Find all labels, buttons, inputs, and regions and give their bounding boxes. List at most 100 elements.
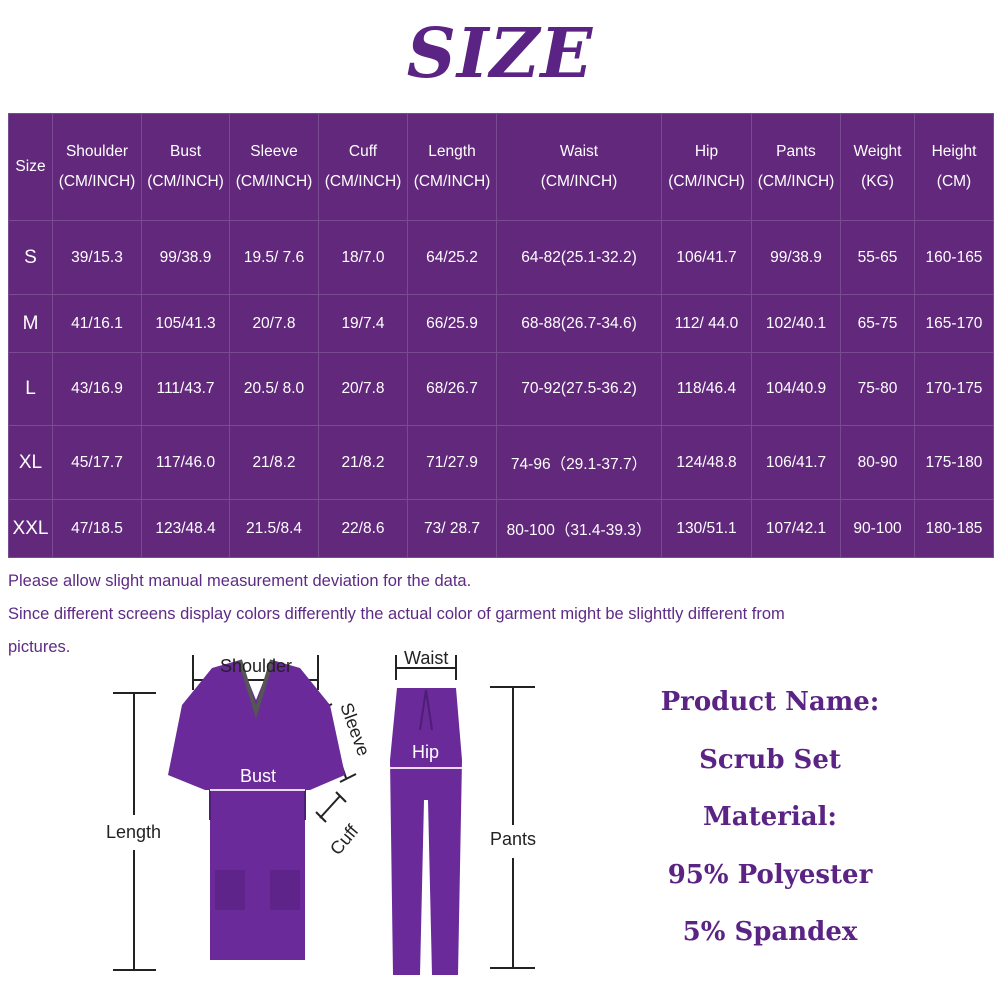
table-cell: 64-82(25.1-32.2) <box>496 220 662 295</box>
cell-text: 74-96（29.1-37.7） <box>510 455 648 473</box>
table-row: XL 45/17.7 117/46.0 21/8.2 21/8.2 71/27.9 74-9… <box>8 425 994 500</box>
cell-text: 111/43.7 <box>156 380 215 397</box>
cell-text: 106/41.7 <box>765 453 827 471</box>
material-label: Material: <box>702 802 838 832</box>
header-text: (CM/INCH) <box>324 173 402 190</box>
header-text: Bust <box>169 143 201 160</box>
note-colors-cont: pictures. <box>8 638 71 656</box>
cell-text: 105/41.3 <box>155 314 216 332</box>
table-cell: 20.5/ 8.0 <box>229 352 319 426</box>
cell-text: 64-82(25.1-32.2) <box>521 248 637 266</box>
label-shoulder: Shoulder <box>220 656 293 676</box>
cell-text: 73/ 28.7 <box>423 519 481 537</box>
cell-text: 99/38.9 <box>770 248 822 266</box>
cell-text: 80-90 <box>857 453 898 471</box>
cell-text: XXL <box>12 517 49 539</box>
column-header: Weight (KG) <box>840 113 915 221</box>
note-colors: Since different screens display colors d… <box>8 605 785 623</box>
header-text: Hip <box>694 143 719 160</box>
cell-text: M <box>22 312 39 334</box>
cell-text: 64/25.2 <box>426 248 478 266</box>
table-cell: 21.5/8.4 <box>229 499 319 558</box>
table-cell: 106/41.7 <box>751 425 841 500</box>
table-cell: 47/18.5 <box>52 499 142 558</box>
label-bust: Bust <box>240 766 277 786</box>
cell-text: XL <box>18 451 43 473</box>
cell-text: 68-88(26.7-34.6) <box>521 314 637 332</box>
table-cell: 71/27.9 <box>407 425 497 500</box>
header-text: Shoulder <box>65 143 129 160</box>
size-cell: XXL <box>8 499 53 558</box>
cell-text: 20/7.8 <box>252 314 296 332</box>
column-header: Height (CM) <box>914 113 994 221</box>
material-spandex: 5% Spandex <box>682 917 858 947</box>
material-polyester: 95% Polyester <box>667 860 873 890</box>
cell-text: 65-75 <box>857 314 898 332</box>
cell-text: 175-180 <box>925 453 983 471</box>
cell-text: 104/40.9 <box>765 380 827 397</box>
cell-text: 21/8.2 <box>252 453 296 471</box>
cell-text: 21/8.2 <box>341 453 385 471</box>
label-hip: Hip <box>412 742 440 762</box>
cell-text: 18/7.0 <box>341 248 385 266</box>
cell-text: 118/46.4 <box>676 380 737 397</box>
label-length: Length <box>106 822 162 842</box>
header-text: (CM) <box>936 173 972 190</box>
cell-text: 70-92(27.5-36.2) <box>521 380 637 397</box>
table-cell: 165-170 <box>914 294 994 353</box>
cell-text: 43/16.9 <box>71 380 123 397</box>
cell-text: 170-175 <box>925 380 983 397</box>
size-cell: XL <box>8 425 53 500</box>
table-cell: 99/38.9 <box>751 220 841 295</box>
table-cell: 102/40.1 <box>751 294 841 353</box>
table-cell: 21/8.2 <box>318 425 408 500</box>
table-cell: 80-100（31.4-39.3） <box>496 499 662 558</box>
cell-text: 22/8.6 <box>341 519 385 537</box>
cell-text: 107/42.1 <box>765 519 827 537</box>
cell-text: L <box>25 378 36 399</box>
table-cell: 39/15.3 <box>52 220 142 295</box>
header-text: Pants <box>776 143 816 160</box>
table-cell: 130/51.1 <box>661 499 752 558</box>
header-text: Cuff <box>348 143 378 160</box>
table-cell: 65-75 <box>840 294 915 353</box>
cell-text: 123/48.4 <box>155 519 216 537</box>
header-text: (CM/INCH) <box>668 173 745 190</box>
header-text: Size <box>15 158 46 175</box>
table-cell: 90-100 <box>840 499 915 558</box>
column-header: Length (CM/INCH) <box>407 113 497 221</box>
cell-text: 66/25.9 <box>426 314 478 332</box>
size-cell: M <box>8 294 53 353</box>
cell-text: 41/16.1 <box>71 314 123 332</box>
size-cell: S <box>8 220 53 295</box>
cell-text: 80-100（31.4-39.3） <box>506 521 652 539</box>
cell-text: 112/ 44.0 <box>674 314 739 332</box>
header-text: Sleeve <box>250 143 298 160</box>
table-cell: 19/7.4 <box>318 294 408 353</box>
table-cell: 18/7.0 <box>318 220 408 295</box>
table-cell: 175-180 <box>914 425 994 500</box>
table-cell: 68/26.7 <box>407 352 497 426</box>
cell-text: 21.5/8.4 <box>245 519 303 537</box>
table-cell: 45/17.7 <box>52 425 142 500</box>
table-row: L 43/16.9 111/43.7 20.5/ 8.0 20/7.8 68/26.7 70… <box>8 352 994 426</box>
table-cell: 170-175 <box>914 352 994 426</box>
table-cell: 118/46.4 <box>661 352 752 426</box>
cell-text: 39/15.3 <box>71 248 123 266</box>
cell-text: 124/48.8 <box>676 453 737 471</box>
label-waist: Waist <box>404 648 449 668</box>
table-cell: 68-88(26.7-34.6) <box>496 294 662 353</box>
cell-text: 75-80 <box>857 380 898 397</box>
column-header: Waist (CM/INCH) <box>496 113 662 221</box>
cell-text: 117/46.0 <box>155 453 216 471</box>
cell-text: 106/41.7 <box>676 248 737 266</box>
cell-text: 68/26.7 <box>426 380 478 397</box>
header-text: Length <box>428 143 476 160</box>
product-name-value: Scrub Set <box>699 745 841 775</box>
header-text: (CM/INCH) <box>413 173 491 190</box>
header-text: Waist <box>559 143 599 160</box>
table-row: XXL 47/18.5 123/48.4 21.5/8.4 22/8.6 73/ 28.7… <box>8 499 994 558</box>
header-text: (CM/INCH) <box>757 173 835 190</box>
cell-text: 19/7.4 <box>341 314 385 332</box>
